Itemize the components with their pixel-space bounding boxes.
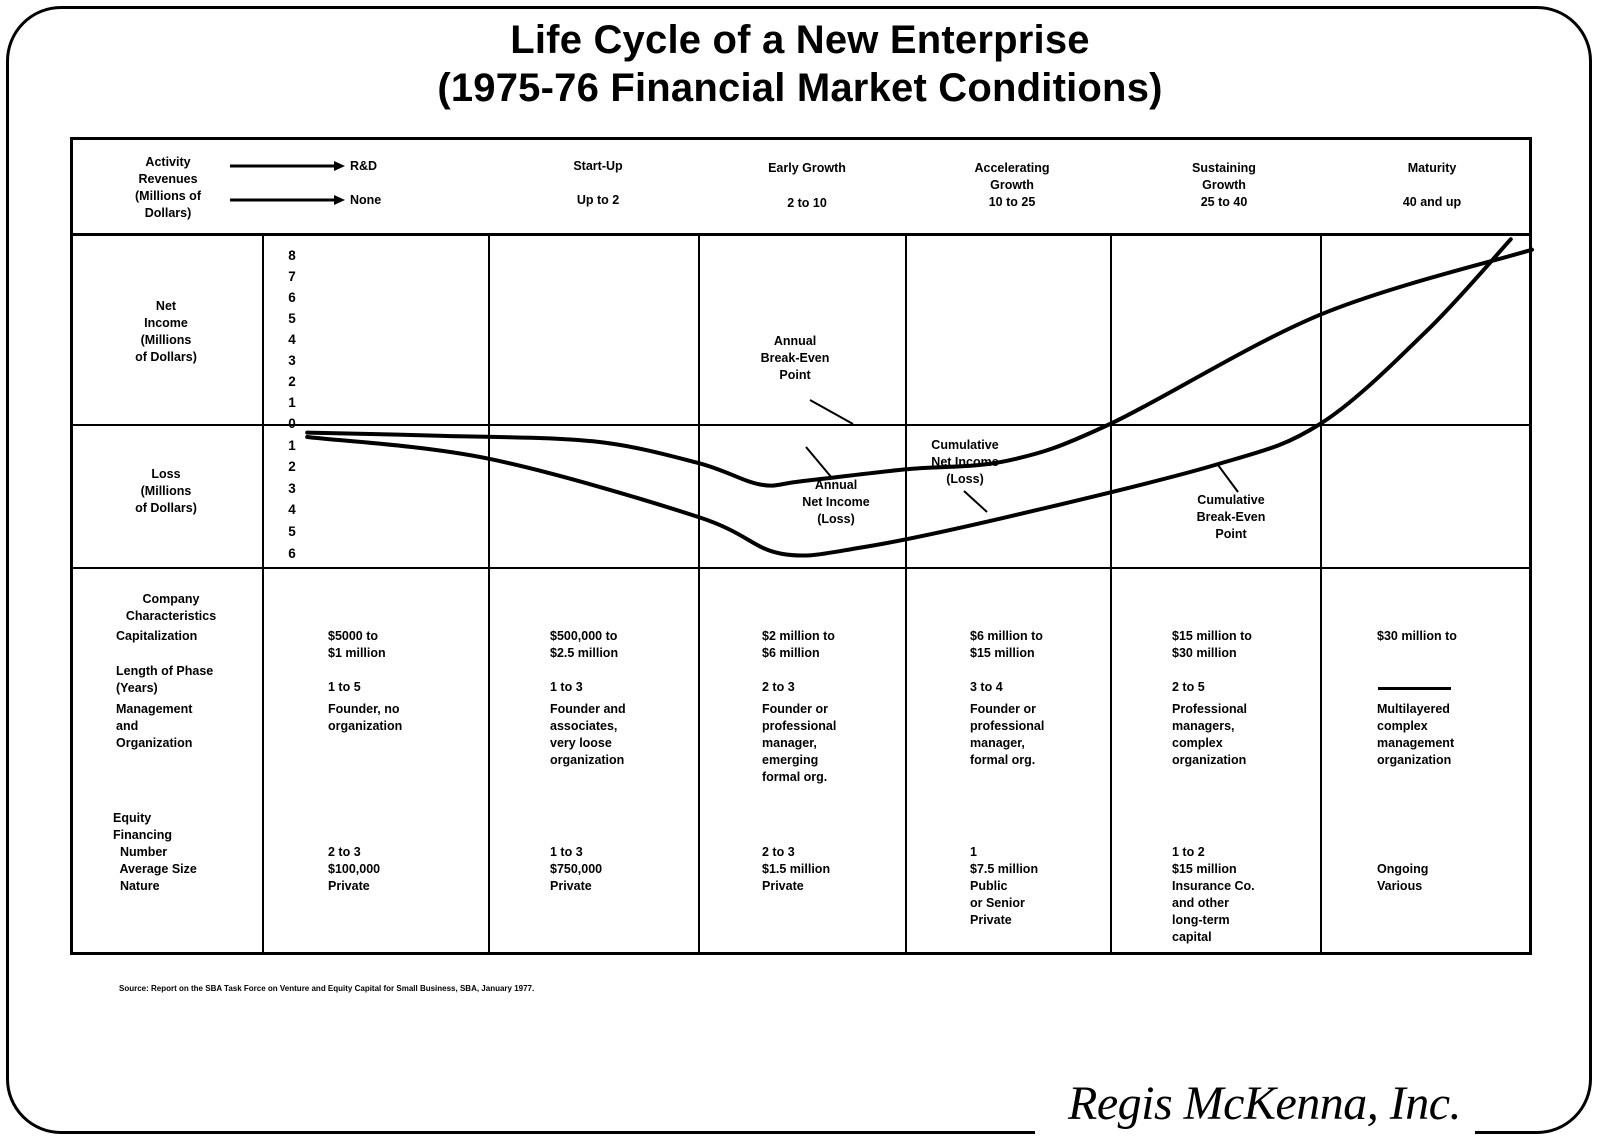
title-line-2: (1975-76 Financial Market Conditions) [437, 66, 1163, 110]
y-tick-upper-8: 8 [288, 248, 296, 263]
equity-early-growth: 2 to 3 $1.5 million Private [762, 845, 831, 893]
zero-line [70, 424, 1532, 426]
phase-divider-5 [1320, 235, 1322, 952]
first-revenue: None [350, 193, 382, 207]
title-line-1: Life Cycle of a New Enterprise [510, 18, 1090, 62]
equity-maturity: Ongoing Various [1377, 862, 1429, 893]
page-title: Life Cycle of a New Enterprise (1975-76 … [0, 16, 1600, 112]
management-startup: Founder and associates, very loose organ… [550, 702, 626, 767]
annotation-cumulative-break-even: Cumulative Break-Even Point [1196, 493, 1266, 541]
management-sustaining-growth: Professional managers, complex organizat… [1172, 702, 1248, 767]
cumulative-break-even-leader [1217, 464, 1239, 493]
equity-accelerating-growth: 1 $7.5 million Public or Senior Private [970, 845, 1039, 927]
length-maturity-dash [1378, 687, 1451, 690]
capitalization-maturity: $30 million to [1377, 629, 1457, 643]
management-maturity: Multilayered complex management organiza… [1377, 702, 1455, 767]
length-label: Length of Phase (Years) [116, 664, 214, 695]
annual-net-income-leader [805, 446, 833, 479]
capitalization-sustaining-growth: $15 million to $30 million [1172, 629, 1252, 660]
length-startup: 1 to 3 [550, 680, 583, 694]
y-tick-lower-2: 2 [288, 459, 296, 475]
loss-label: Loss (Millions of Dollars) [135, 467, 197, 515]
equity-rd: 2 to 3 $100,000 Private [328, 845, 381, 893]
label-column-divider [262, 235, 264, 952]
phase-revenue-6: 40 and up [1402, 195, 1462, 209]
length-early-growth: 2 to 3 [762, 680, 795, 694]
phase-divider-2 [698, 235, 700, 952]
phase-revenue-4: 10 to 25 [988, 195, 1036, 209]
length-accelerating-growth: 3 to 4 [970, 680, 1003, 694]
phase-name-2: Start-Up [573, 159, 623, 173]
capitalization-label: Capitalization [116, 629, 198, 643]
length-rd: 1 to 5 [328, 680, 361, 694]
y-tick-lower-3: 3 [288, 480, 296, 496]
phase-name-5: Sustaining Growth [1192, 161, 1256, 192]
first-activity: R&D [350, 159, 378, 173]
header-divider [70, 233, 1532, 236]
cumulative-net-income-leader [963, 490, 988, 513]
capitalization-accelerating-growth: $6 million to $15 million [970, 629, 1043, 660]
y-tick-upper-2: 2 [288, 374, 296, 389]
page-frame [6, 6, 1592, 1134]
phase-name-6: Maturity [1407, 161, 1457, 175]
y-tick-upper-5: 5 [288, 311, 296, 326]
y-tick-upper-7: 7 [288, 269, 296, 284]
net-income-label: Net Income (Millions of Dollars) [135, 299, 197, 364]
cumulative-net-income-line [305, 237, 1513, 558]
y-tick-lower-5: 5 [288, 524, 296, 539]
management-label: Management and Organization [116, 702, 193, 750]
y-tick-upper-4: 4 [288, 332, 296, 347]
activity-label: Activity [145, 155, 191, 169]
y-tick-upper-1: 1 [288, 395, 296, 410]
management-early-growth: Founder or professional manager, emergin… [762, 702, 837, 784]
equity-label: Equity Financing Number Average Size Nat… [113, 811, 197, 893]
source-note: Source: Report on the SBA Task Force on … [119, 984, 535, 993]
y-tick-upper-3: 3 [288, 353, 296, 368]
phase-divider-3 [905, 235, 907, 952]
revenues-label: Revenues (Millions of Dollars) [135, 172, 201, 220]
phase-revenue-5: 25 to 40 [1200, 195, 1248, 209]
phase-revenue-3: 2 to 10 [787, 196, 827, 210]
y-tick-upper-6: 6 [288, 290, 296, 305]
y-tick-lower-4: 4 [288, 502, 296, 518]
phase-name-3: Early Growth [768, 161, 846, 175]
y-tick-lower-6: 6 [288, 545, 296, 561]
annual-net-income-line [305, 247, 1534, 488]
capitalization-rd: $5000 to $1 million [328, 629, 386, 660]
y-tick-upper-0: 0 [288, 416, 296, 431]
length-sustaining-growth: 2 to 5 [1172, 680, 1205, 694]
company-characteristics-label: Company Characteristics [125, 592, 217, 623]
annotation-annual-net-income: Annual Net Income (Loss) [802, 478, 870, 526]
y-tick-lower-1: 1 [288, 437, 296, 453]
phase-divider-1 [488, 235, 490, 952]
equity-startup: 1 to 3 $750,000 Private [550, 845, 603, 893]
phase-name-4: Accelerating Growth [974, 161, 1050, 192]
phase-revenue-2: Up to 2 [576, 193, 620, 207]
equity-sustaining-growth: 1 to 2 $15 million Insurance Co. and oth… [1172, 845, 1255, 944]
chart-bottom-divider [70, 567, 1532, 569]
management-accelerating-growth: Founder or professional manager, formal … [970, 702, 1045, 767]
management-rd: Founder, no organization [328, 702, 403, 733]
company-logo: Regis McKenna, Inc. [1068, 1077, 1462, 1130]
annotation-cumulative-net-income: Cumulative Net Income (Loss) [931, 438, 999, 486]
annotation-annual-break-even: Annual Break-Even Point [760, 334, 830, 382]
life-cycle-table [70, 137, 1532, 955]
capitalization-early-growth: $2 million to $6 million [762, 629, 835, 660]
capitalization-startup: $500,000 to $2.5 million [550, 629, 619, 660]
annual-break-even-leader [809, 399, 854, 425]
frame-gap [1035, 1100, 1475, 1140]
phase-divider-4 [1110, 235, 1112, 952]
